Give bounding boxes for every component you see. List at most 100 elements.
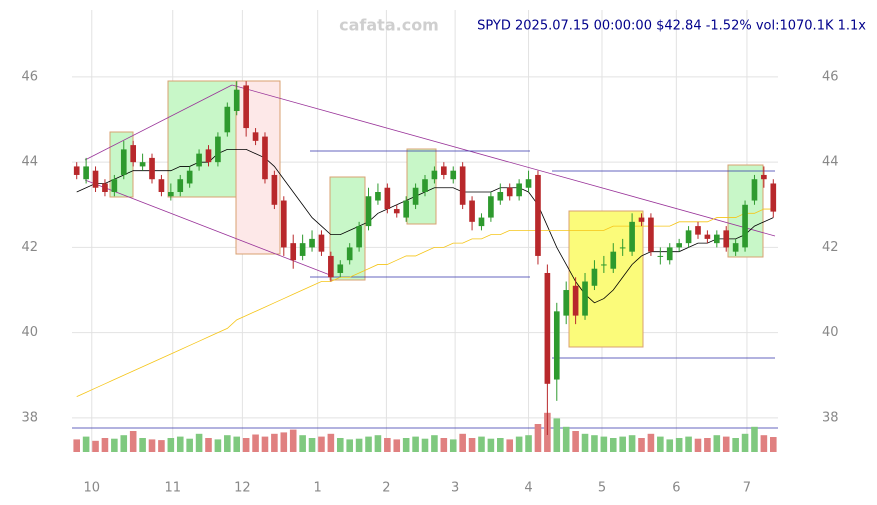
y-tick-label: 46 (21, 69, 38, 84)
volume-bar (487, 438, 495, 452)
volume-bar (402, 438, 410, 452)
candle-body (638, 217, 645, 222)
chart-title: SPYD 2025.07.15 00:00:00 $42.84 -1.52% v… (477, 19, 866, 34)
volume-bar (515, 436, 523, 452)
candle-body (525, 179, 532, 188)
volume-bar (666, 439, 674, 452)
candle-body (723, 230, 730, 248)
x-tick-label: 4 (524, 481, 532, 496)
volume-bar (148, 439, 156, 452)
candle-body (130, 145, 137, 163)
volume-bar (600, 436, 608, 452)
candle-body (431, 170, 438, 180)
volume-bar (261, 436, 269, 452)
candle-body (742, 204, 748, 248)
candle-body (441, 166, 447, 175)
candle-body (553, 311, 560, 380)
volume-bar (101, 438, 109, 452)
candle-body (704, 234, 711, 239)
candle-body (770, 183, 777, 212)
volume-bar (421, 438, 429, 452)
candle-body (544, 272, 551, 384)
volume-bar (572, 431, 579, 452)
candle-body (280, 200, 287, 248)
candle-body (215, 136, 221, 163)
volume-bar (252, 434, 259, 452)
volume-bar (176, 436, 184, 452)
candle-body (601, 264, 607, 266)
x-tick-label: 12 (234, 481, 251, 496)
volume-bar (214, 439, 222, 452)
volume-bar (685, 436, 692, 452)
candle-body (469, 200, 475, 222)
candle-body (356, 226, 362, 248)
candle-body (290, 243, 297, 261)
candle-body (346, 247, 353, 261)
volume-bar (478, 436, 485, 452)
zone (235, 80, 281, 255)
volume-bar (459, 433, 466, 452)
x-tick-label: 10 (83, 481, 100, 496)
candle-body (732, 243, 739, 252)
candle-body (186, 170, 193, 184)
candle-body (73, 166, 80, 175)
x-tick-label: 11 (164, 481, 181, 496)
candle-body (318, 234, 325, 252)
volume-bar (242, 438, 250, 452)
candle-body (102, 183, 108, 192)
volume-bar (271, 433, 278, 452)
volume-bar (355, 438, 363, 452)
volume-bar (327, 433, 335, 452)
candle-body (629, 221, 635, 252)
volume-bar (186, 438, 193, 452)
candle-body (168, 192, 174, 197)
volume-bar (562, 426, 570, 452)
volume-bar (205, 438, 212, 452)
y-tick-label: 44 (21, 155, 38, 170)
volume-bar (619, 436, 626, 452)
volume-bar (365, 436, 372, 452)
candle-body (591, 268, 598, 286)
volume-bar (713, 435, 721, 452)
volume-bar (384, 438, 391, 452)
candle-body (572, 285, 579, 316)
candle-body (422, 179, 428, 192)
volume-bar (694, 438, 702, 452)
volume-bar (412, 436, 419, 452)
trend-line (84, 179, 331, 276)
volume-bar (280, 432, 288, 452)
volume-bar (224, 435, 231, 452)
volume-bar (440, 438, 448, 452)
y-tick-label-right: 42 (822, 240, 839, 255)
candle-body (384, 187, 391, 210)
candle-body (92, 170, 99, 188)
volume-bar (675, 438, 683, 452)
volume-bar (732, 438, 739, 452)
candle-body (177, 179, 184, 192)
volume-bar (506, 439, 514, 452)
candle-body (328, 255, 334, 278)
candle-body (205, 149, 212, 163)
candle-body (196, 153, 202, 167)
volume-bar (129, 431, 137, 452)
candle-body (488, 196, 494, 218)
candle-body (158, 179, 165, 192)
volume-bar (111, 438, 118, 452)
volume-bar (741, 433, 749, 452)
candle-body (761, 174, 767, 180)
volume-bar (336, 438, 344, 452)
candle-body (149, 157, 155, 180)
volume-bar (233, 436, 241, 452)
y-tick-label-right: 46 (822, 69, 839, 84)
candle-body (412, 187, 419, 205)
candle-body (83, 166, 89, 180)
candle-body (497, 192, 504, 201)
candle-body (695, 226, 701, 235)
volume-bar (346, 439, 353, 452)
watermark: cafata.com (339, 16, 439, 35)
volume-bar (628, 435, 636, 452)
candle-body (337, 264, 344, 273)
volume-bar (431, 435, 438, 452)
candle-body (309, 238, 315, 248)
